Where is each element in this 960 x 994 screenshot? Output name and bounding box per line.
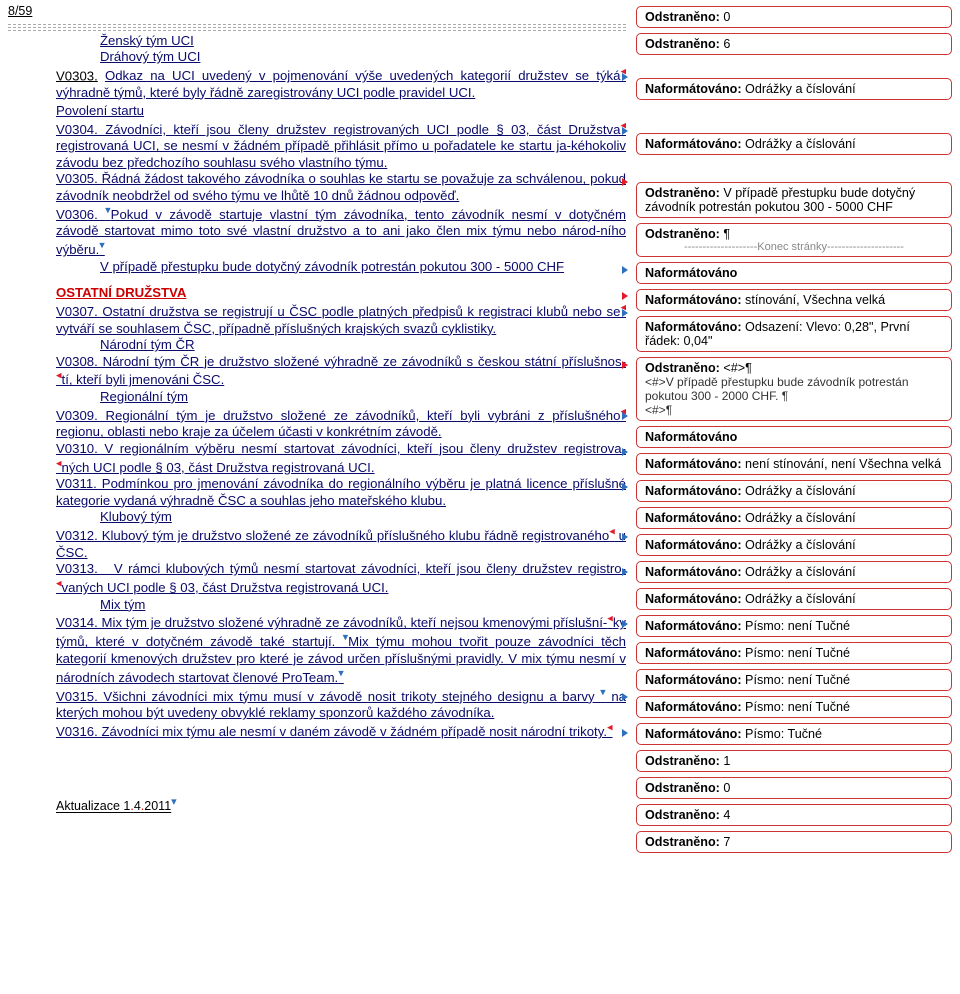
revision-balloon: Naformátováno: není stínování, není Všec…: [636, 453, 952, 475]
para-v0315: V0315. Všichni závodníci mix týmu musí v…: [56, 689, 626, 721]
revision-balloon: Naformátováno: [636, 262, 952, 284]
para-v0316: V0316. Závodníci mix týmu ale nesmí v da…: [56, 724, 613, 739]
revision-balloon: Naformátováno: Odrážky a číslování: [636, 588, 952, 610]
revision-balloon: Odstraněno: <#>¶<#>V případě přestupku b…: [636, 357, 952, 421]
revision-balloon: Naformátováno: Písmo: není Tučné: [636, 615, 952, 637]
revision-balloon: Odstraněno: 4: [636, 804, 952, 826]
para-v0313: V0313. V rámci klubových týmů nesmí star…: [56, 561, 626, 595]
document-body: 8/59 Ženský tým UCI Dráhový tým UCI V030…: [8, 4, 626, 858]
revision-balloon: Naformátováno: Písmo: není Tučné: [636, 669, 952, 691]
footer-date: Aktualizace 1.4.2011: [56, 800, 171, 814]
team-a: Ženský tým UCI: [8, 33, 626, 50]
para-v0303: V0303.: [56, 68, 98, 83]
revision-balloon: Naformátováno: [636, 426, 952, 448]
revision-balloon: Odstraněno: 6: [636, 33, 952, 55]
revision-balloon: Odstraněno: 0: [636, 777, 952, 799]
revision-balloon: Naformátováno: Odrážky a číslování: [636, 480, 952, 502]
revision-balloon: Odstraněno: ¶--------------------Konec s…: [636, 223, 952, 257]
para-v0310: V0310. V regionálním výběru nesmí starto…: [56, 441, 626, 475]
page-number: 8/59: [8, 4, 626, 20]
para-v0311: V0311. Podmínkou pro jmenování závodníka…: [56, 476, 626, 508]
revision-balloon: Naformátováno: Odrážky a číslování: [636, 507, 952, 529]
revision-balloon: Naformátováno: Písmo: Tučné: [636, 723, 952, 745]
para-v0305: V0305. Řádná žádost takového závodníka o…: [56, 171, 626, 203]
heading-ostatni: OSTATNÍ DRUŽSTVA: [56, 285, 186, 300]
para-v0314: V0314. Mix tým je družstvo složené výhra…: [56, 615, 626, 684]
para-v0309: V0309. Regionální tým je družstvo složen…: [56, 408, 626, 440]
revision-balloon: Naformátováno: Písmo: není Tučné: [636, 696, 952, 718]
heading-povoleni: Povolení startu: [8, 103, 626, 120]
heading-reg: Regionální tým: [8, 389, 626, 406]
revision-balloon: Naformátováno: Odrážky a číslování: [636, 133, 952, 155]
para-v0308: V0308. Národní tým ČR je družstvo složen…: [56, 354, 626, 388]
revision-balloon: Odstraněno: 0: [636, 6, 952, 28]
heading-ncr: Národní tým ČR: [8, 337, 626, 354]
para-v0307: V0307. Ostatní družstva se registrují u …: [56, 304, 626, 336]
para-v0304: V0304. Závodníci, kteří jsou členy družs…: [56, 122, 626, 170]
team-b: Dráhový tým UCI: [8, 49, 626, 66]
revision-balloon: Naformátováno: Písmo: není Tučné: [636, 642, 952, 664]
revision-balloon: Naformátováno: Odrážky a číslování: [636, 534, 952, 556]
heading-mix: Mix tým: [8, 597, 626, 614]
revision-balloon: Naformátováno: Odrážky a číslování: [636, 78, 952, 100]
revision-balloon: Odstraněno: 7: [636, 831, 952, 853]
para-v0312: V0312. Klubový tým je družstvo složené z…: [56, 528, 626, 560]
revision-balloons: Odstraněno: 0 Odstraněno: 6 Naformátováno:…: [636, 4, 952, 858]
fine-text: V případě přestupku bude dotyčný závodní…: [100, 259, 564, 274]
revision-balloon: Naformátováno: stínování, Všechna velká: [636, 289, 952, 311]
revision-balloon: Odstraněno: 1: [636, 750, 952, 772]
revision-balloon: Naformátováno: Odsazení: Vlevo: 0,28", P…: [636, 316, 952, 352]
heading-klub: Klubový tým: [8, 509, 626, 526]
para-v0306: V0306. ▾Pokud v závodě startuje vlastní …: [56, 207, 626, 257]
revision-balloon: Naformátováno: Odrážky a číslování: [636, 561, 952, 583]
revision-balloon: Odstraněno: V případě přestupku bude dot…: [636, 182, 952, 218]
